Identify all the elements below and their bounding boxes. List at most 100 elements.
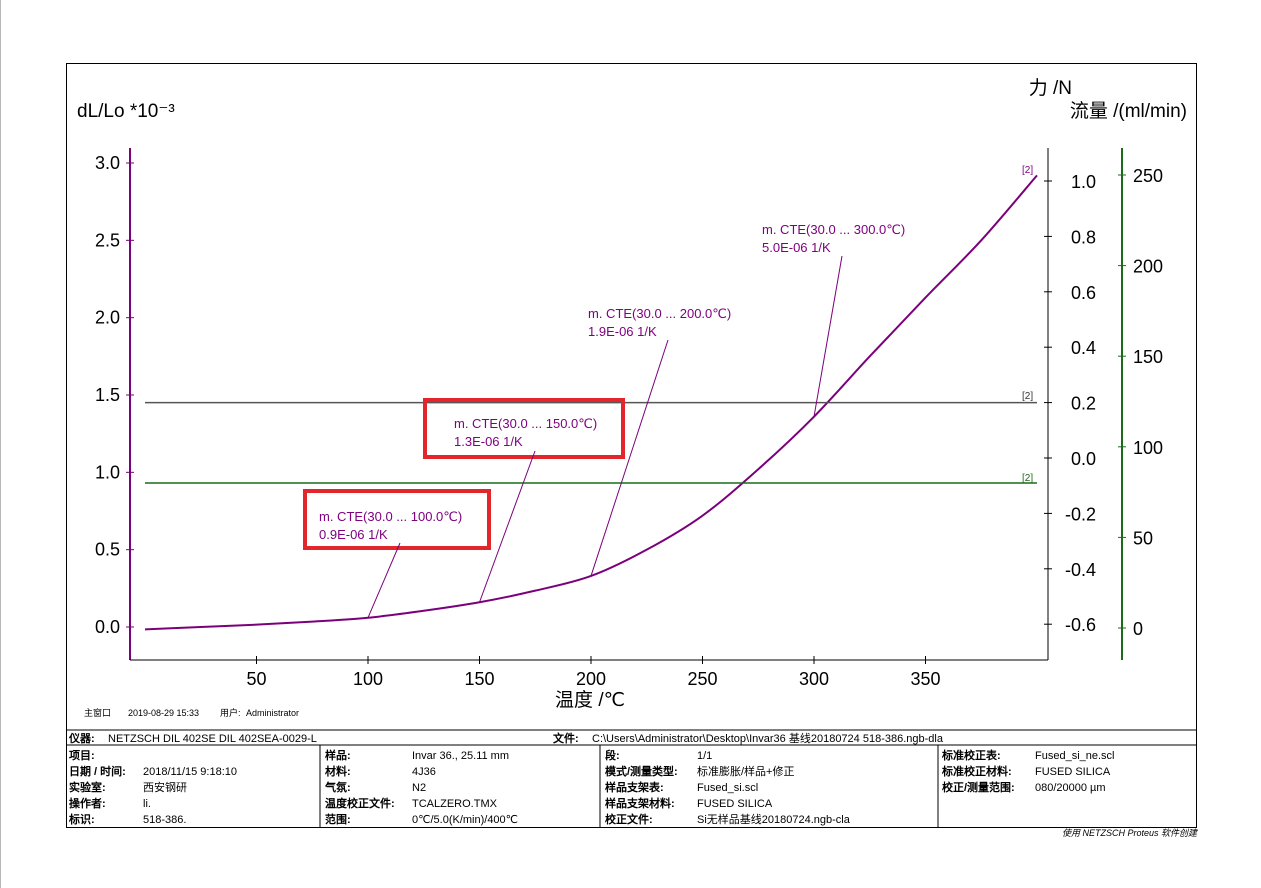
- annotation-leader: [479, 450, 536, 603]
- y-tick-label: 0.0: [95, 617, 120, 637]
- footer-field-label: 标准校正表:: [941, 748, 1001, 762]
- y3-tick-label: 100: [1133, 438, 1163, 458]
- footer-info-table: 仪器: NETZSCH DIL 402SE DIL 402SEA-0029-L 文件…: [66, 729, 1197, 828]
- window-label: 主窗口: [84, 707, 111, 718]
- instrument-label: 仪器:: [68, 732, 95, 745]
- series-dl-lo-line: [144, 174, 1038, 631]
- page-edge-rule: [0, 0, 1, 888]
- footer-field-label: 项目:: [69, 749, 95, 762]
- footer-field-label: 校正/测量范围:: [942, 780, 1015, 794]
- annotation-leader: [590, 339, 669, 577]
- y2-tick-label: 1.0: [1071, 172, 1096, 192]
- highlight-box: [303, 489, 491, 550]
- annotation-layer: m. CTE(30.0 ... 100.0℃) 0.9E-06 1/K m. CTE…: [303, 222, 905, 618]
- y2-tick-label: 0.4: [1071, 338, 1096, 358]
- software-credit: 使用 NETZSCH Proteus 软件创建: [1062, 828, 1198, 838]
- y3-tick-label: 150: [1133, 347, 1163, 367]
- footer-field-label: 段:: [605, 748, 620, 762]
- y2-tick-label: 0.2: [1071, 394, 1096, 414]
- y2-tick-label: -0.6: [1065, 615, 1096, 635]
- meta-datetime: 2019-08-29 15:33: [128, 708, 199, 718]
- meta-user: Administrator: [246, 708, 299, 718]
- y-tick-label: 3.0: [95, 153, 120, 173]
- annotation-value: 1.9E-06 1/K: [588, 324, 657, 339]
- footer-field-label: 标准校正材料:: [941, 764, 1012, 778]
- footer-field-value: 4J36: [412, 766, 436, 778]
- file-value: C:\Users\Administrator\Desktop\Invar36 基…: [592, 731, 944, 745]
- series-flow-end-label: [2]: [1022, 473, 1033, 484]
- annotation-label: m. CTE(30.0 ... 150.0℃): [454, 416, 597, 431]
- annotation-leader: [813, 255, 843, 417]
- footer-field-label: 材料:: [325, 764, 351, 778]
- x-tick-label: 50: [246, 669, 266, 689]
- footer-field-label: 实验室:: [69, 780, 106, 794]
- footer-field-label: 样品:: [325, 748, 351, 762]
- footer-field-value: FUSED SILICA: [697, 798, 773, 810]
- footer-field-label: 日期 / 时间:: [69, 764, 126, 778]
- annotation-label: m. CTE(30.0 ... 100.0℃): [319, 509, 462, 524]
- file-label: 文件:: [553, 731, 579, 745]
- y3-axis-title: 流量 /(ml/min): [1070, 100, 1187, 122]
- footer-field-value: Fused_si_ne.scl: [1035, 750, 1115, 762]
- y-tick-label: 1.5: [95, 385, 120, 405]
- x-tick-label: 350: [910, 669, 940, 689]
- y-axis-title: dL/Lo *10⁻³: [77, 101, 175, 122]
- annotation-value: 5.0E-06 1/K: [762, 240, 831, 255]
- x-tick-label: 200: [576, 669, 606, 689]
- footer-field-value: 518-386.: [143, 814, 186, 826]
- footer-field-label: 校正文件:: [605, 812, 653, 826]
- footer-field-value: 2018/11/15 9:18:10: [143, 766, 237, 778]
- footer-field-value: Fused_si.scl: [697, 782, 758, 794]
- y3-tick-label: 250: [1133, 166, 1163, 186]
- footer-field-value: 1/1: [697, 750, 712, 762]
- x-tick-label: 300: [799, 669, 829, 689]
- x-tick-label: 100: [353, 669, 383, 689]
- y3-tick-label: 0: [1133, 619, 1143, 639]
- footer-field-label: 温度校正文件:: [325, 796, 395, 810]
- series-force-end-label: [2]: [1022, 391, 1033, 402]
- annotation-value: 1.3E-06 1/K: [454, 434, 523, 449]
- annotation-label: m. CTE(30.0 ... 200.0℃): [588, 306, 731, 321]
- y2-tick-label: -0.4: [1065, 560, 1096, 580]
- footer-field-value: li.: [143, 798, 151, 810]
- footer-field-value: Invar 36., 25.11 mm: [412, 750, 509, 762]
- footer-field-label: 样品支架材料:: [605, 796, 675, 810]
- series-layer: [2] [2] [2]: [144, 165, 1038, 631]
- footer-field-value: 西安钢研: [143, 780, 187, 794]
- y-tick-label: 0.5: [95, 540, 120, 560]
- footer-field-label: 样品支架表:: [605, 780, 664, 794]
- footer-field-label: 操作者:: [69, 796, 106, 810]
- y-tick-label: 2.0: [95, 308, 120, 328]
- y2-tick-label: 0.6: [1071, 283, 1096, 303]
- highlight-box: [423, 398, 625, 459]
- annotation-label: m. CTE(30.0 ... 300.0℃): [762, 222, 905, 237]
- y2-axis-title: 力 /N: [1029, 77, 1072, 99]
- footer-field-label: 范围:: [325, 812, 351, 826]
- y2-tick-label: 0.8: [1071, 227, 1096, 247]
- footer-field-label: 标识:: [68, 812, 95, 826]
- series-dl-lo-end-label: [2]: [1022, 165, 1033, 176]
- x-tick-label: 250: [687, 669, 717, 689]
- footer-field-value: N2: [412, 782, 426, 794]
- footer-field-value: 0℃/5.0(K/min)/400℃: [412, 814, 518, 826]
- footer-field-value: FUSED SILICA: [1035, 766, 1111, 778]
- y-tick-label: 1.0: [95, 462, 120, 482]
- annotation-leader: [367, 542, 401, 618]
- instrument-value: NETZSCH DIL 402SE DIL 402SEA-0029-L: [108, 733, 317, 745]
- footer-field-value: 080/20000 µm: [1035, 782, 1106, 794]
- y2-tick-label: 0.0: [1071, 449, 1096, 469]
- annotation-value: 0.9E-06 1/K: [319, 527, 388, 542]
- footer-field-value: Si无样品基线20180724.ngb-cla: [697, 812, 851, 826]
- y-tick-label: 2.5: [95, 230, 120, 250]
- x-axis-title: 温度 /℃: [555, 689, 625, 711]
- footer-field-label: 气氛:: [324, 780, 351, 794]
- y2-tick-label: -0.2: [1065, 504, 1096, 524]
- footer-field-value: TCALZERO.TMX: [412, 798, 498, 810]
- footer-field-value: 标准膨胀/样品+修正: [697, 764, 794, 778]
- x-tick-label: 150: [464, 669, 494, 689]
- footer-field-label: 模式/测量类型:: [605, 764, 678, 778]
- meta-user-label: 用户:: [220, 707, 241, 718]
- axes-layer: 3.0 2.5 2.0 1.5 1.0 0.5 0.0 50 100 150 200 250 300 35…: [95, 148, 1163, 689]
- y3-tick-label: 200: [1133, 257, 1163, 277]
